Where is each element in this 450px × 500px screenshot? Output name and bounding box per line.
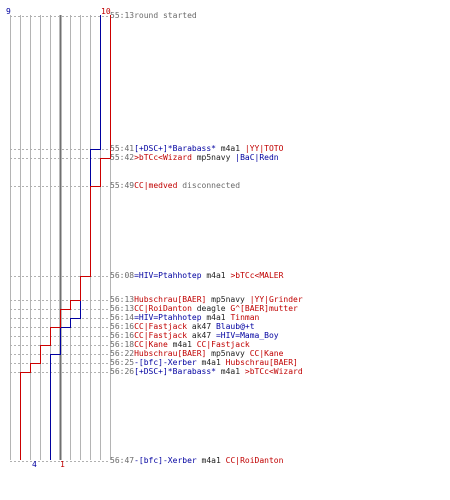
event-text: Blaub@+t — [215, 322, 255, 331]
series-layer — [20, 15, 111, 460]
event-time: 55:41 — [110, 144, 135, 153]
event-text: CC|Fastjack — [196, 340, 250, 349]
event-text: Hubschrau[BAER] — [134, 295, 207, 304]
event-text: CC|medved — [134, 181, 178, 190]
event-time: 56:22 — [110, 349, 135, 358]
event-text: Hubschrau[BAER] — [225, 358, 298, 367]
event-text: =HIV=Ptahhotep — [134, 271, 202, 280]
event-text: >bTCc<MALER — [230, 271, 284, 280]
event-text: disconnected — [177, 181, 241, 190]
event-text: G^[BAER]mutter — [230, 304, 298, 313]
event-row: 56:26 [+DSC+]*Barabass* m4a1 >bTCc<Wizar… — [110, 367, 303, 377]
event-time: 56:13 — [110, 304, 135, 313]
event-text: =HIV=Mama_Boy — [215, 331, 279, 340]
event-text: CC|Fastjack — [134, 331, 188, 340]
event-time: 55:49 — [110, 181, 135, 190]
event-time: 56:18 — [110, 340, 135, 349]
event-text: |BaC|Redn — [235, 153, 279, 162]
event-text: CC|RoiDanton — [225, 456, 284, 465]
blue-team-alive-line — [50, 15, 101, 460]
event-text: =HIV=Ptahhotep — [134, 313, 202, 322]
event-time: 56:16 — [110, 331, 135, 340]
event-time: 56:47 — [110, 456, 135, 465]
event-text: CC|Kane — [134, 340, 168, 349]
event-time: 55:42 — [110, 153, 135, 162]
event-time: 56:13 — [110, 295, 135, 304]
event-text: m4a1 — [196, 358, 226, 367]
event-row: 56:25 -[bfc]-Xerber m4a1 Hubschrau[BAER] — [110, 358, 298, 368]
event-row: 56:08 =HIV=Ptahhotep m4a1 >bTCc<MALER — [110, 271, 283, 281]
event-text: [+DSC+]*Barabass* — [134, 144, 216, 153]
event-row: 56:13 CC|RoiDanton deagle G^[BAER]mutter — [110, 304, 298, 314]
event-text: CC|Kane — [249, 349, 284, 358]
event-row: 56:16 CC|Fastjack ak47 Blaub@+t — [110, 322, 255, 332]
event-row: 56:22 Hubschrau[BAER] mp5navy CC|Kane — [110, 349, 283, 359]
event-text: >bTCc<Wizard — [244, 367, 303, 376]
event-text: |YY|Grinder — [249, 295, 303, 304]
event-text: [+DSC+]*Barabass* — [134, 367, 216, 376]
event-time: 56:16 — [110, 322, 135, 331]
event-row: 55:41 [+DSC+]*Barabass* m4a1 |YY|TOTO — [110, 144, 283, 154]
event-text: m4a1 — [215, 367, 245, 376]
event-text: m4a1 — [201, 271, 231, 280]
event-row: 56:47 -[bfc]-Xerber m4a1 CC|RoiDanton — [110, 456, 283, 466]
event-time: 55:13 — [110, 11, 135, 20]
event-text: mp5navy — [206, 295, 250, 304]
blue-end-count: 4 — [32, 460, 37, 469]
blue-start-count: 9 — [6, 7, 11, 16]
event-time: 56:26 — [110, 367, 135, 376]
event-row: 55:49 CC|medved disconnected — [110, 181, 240, 191]
event-text: ak47 — [187, 331, 216, 340]
event-row: 55:13 round started — [110, 11, 197, 21]
event-text: mp5navy — [206, 349, 250, 358]
event-time: 56:25 — [110, 358, 135, 367]
event-text: round started — [134, 11, 197, 20]
event-row: 55:42 >bTCc<Wizard mp5navy |BaC|Redn — [110, 153, 279, 163]
event-time: 56:14 — [110, 313, 135, 322]
event-text: ak47 — [187, 322, 216, 331]
red-team-alive-line — [20, 15, 111, 460]
event-row: 56:18 CC|Kane m4a1 CC|Fastjack — [110, 340, 250, 350]
event-text: m4a1 — [215, 144, 245, 153]
event-time: 56:08 — [110, 271, 135, 280]
event-text: CC|Fastjack — [134, 322, 188, 331]
event-row: 56:14 =HIV=Ptahhotep m4a1 Tinman — [110, 313, 259, 323]
event-text: mp5navy — [191, 153, 236, 162]
event-text: -[bfc]-Xerber — [134, 456, 197, 465]
event-row: 56:13 Hubschrau[BAER] mp5navy |YY|Grinde… — [110, 295, 303, 305]
event-text: >bTCc<Wizard — [134, 153, 192, 162]
event-text: m4a1 — [167, 340, 197, 349]
event-text: -[bfc]-Xerber — [134, 358, 197, 367]
red-end-count: 1 — [60, 460, 65, 469]
event-text: CC|RoiDanton — [134, 304, 192, 313]
red-start-count: 10 — [101, 7, 111, 16]
event-text: Hubschrau[BAER] — [134, 349, 207, 358]
event-text: Tinman — [230, 313, 260, 322]
event-text: deagle — [191, 304, 231, 313]
event-text: m4a1 — [201, 313, 231, 322]
event-text: m4a1 — [196, 456, 226, 465]
event-row: 56:16 CC|Fastjack ak47 =HIV=Mama_Boy — [110, 331, 279, 341]
event-text: |YY|TOTO — [244, 144, 284, 153]
